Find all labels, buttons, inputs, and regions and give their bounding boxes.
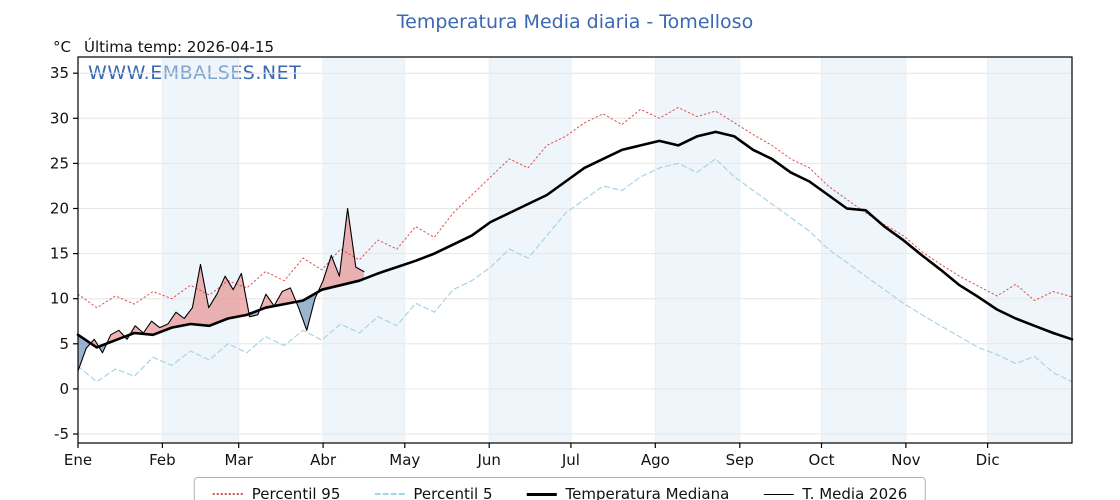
svg-text:25: 25 [50, 154, 69, 172]
svg-text:20: 20 [50, 200, 69, 218]
svg-text:10: 10 [50, 290, 69, 308]
svg-text:Dic: Dic [976, 451, 1000, 469]
y-axis-unit-label: °C [53, 38, 71, 56]
mediana-line-sample [526, 492, 557, 496]
svg-text:35: 35 [50, 64, 69, 82]
last-temp-label: Última temp: 2026-04-15 [84, 38, 275, 56]
svg-text:Mar: Mar [225, 451, 254, 469]
svg-text:-5: -5 [54, 425, 69, 443]
svg-text:Sep: Sep [726, 451, 754, 469]
chart-title: Temperatura Media diaria - Tomelloso [396, 11, 754, 33]
svg-text:Abr: Abr [310, 451, 337, 469]
svg-text:Jun: Jun [476, 451, 500, 469]
legend-item-media-2026: T. Media 2026 [763, 485, 907, 500]
svg-text:Nov: Nov [891, 451, 920, 469]
legend-item-percentil-95: Percentil 95 [212, 485, 341, 500]
legend-item-mediana: Temperatura Mediana [526, 485, 729, 500]
media-2026-line-sample [763, 493, 794, 495]
legend-item-percentil-5: Percentil 5 [374, 485, 492, 500]
legend-label-media-2026: T. Media 2026 [802, 485, 908, 500]
svg-text:Jul: Jul [561, 451, 580, 469]
legend: Percentil 95 Percentil 5 Temperatura Med… [193, 477, 927, 500]
legend-label-mediana: Temperatura Mediana [565, 485, 730, 500]
legend-label-percentil-95: Percentil 95 [251, 485, 341, 500]
svg-text:Feb: Feb [149, 451, 176, 469]
svg-text:Ago: Ago [641, 451, 670, 469]
svg-text:5: 5 [59, 335, 69, 353]
svg-text:May: May [389, 451, 420, 469]
svg-text:Ene: Ene [64, 451, 92, 469]
svg-text:15: 15 [50, 245, 69, 263]
svg-text:Oct: Oct [809, 451, 835, 469]
percentil-95-line-sample [212, 493, 243, 495]
svg-text:0: 0 [59, 380, 69, 398]
svg-text:30: 30 [50, 109, 69, 127]
legend-label-percentil-5: Percentil 5 [413, 485, 493, 500]
percentil-5-line-sample [374, 493, 405, 495]
